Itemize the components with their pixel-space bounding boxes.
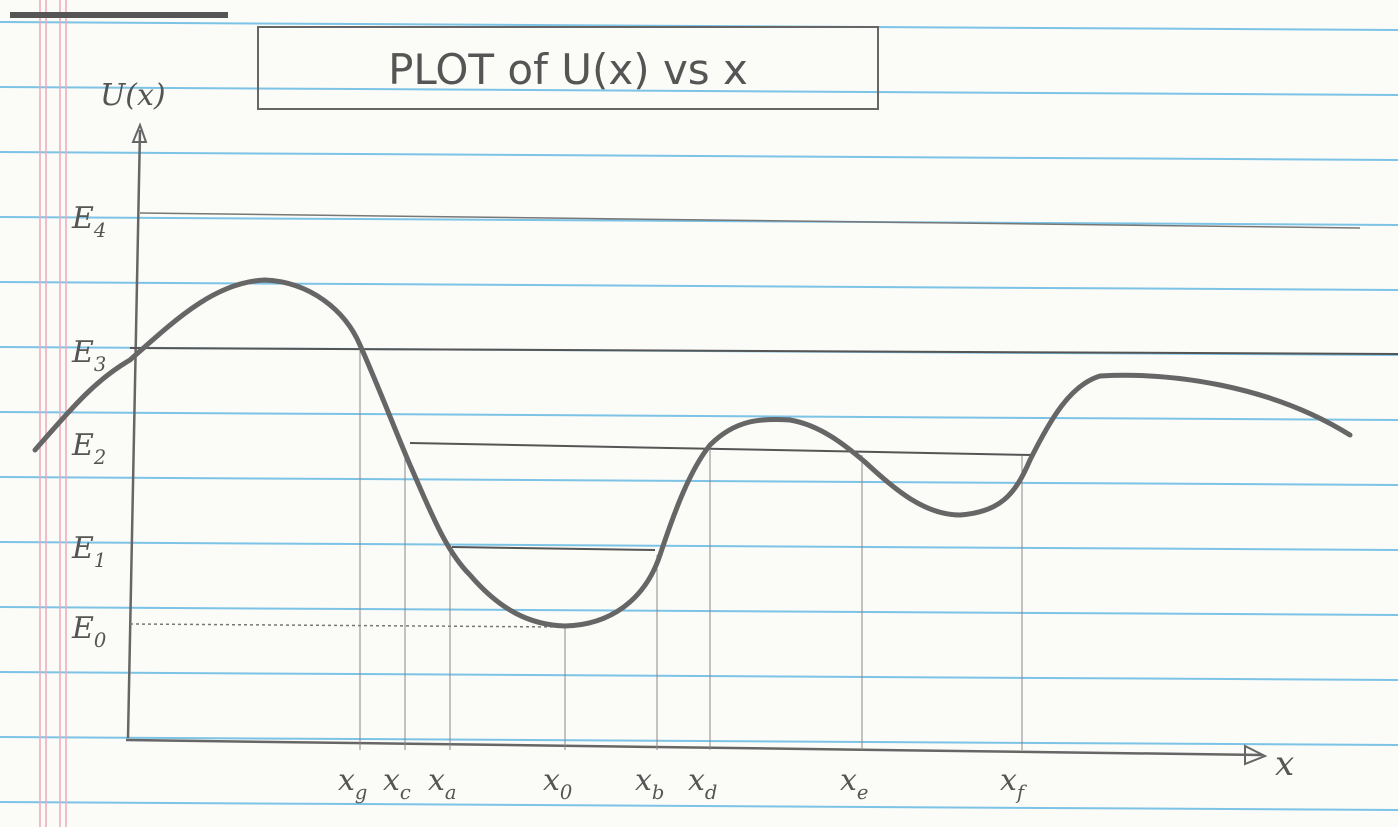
x-label: x0 — [543, 763, 572, 804]
rule-line — [0, 672, 1398, 680]
energy-line — [410, 443, 1032, 455]
x-label-base: x — [543, 763, 560, 798]
x-label-base: x — [1000, 763, 1017, 798]
x-label-sub: c — [400, 781, 411, 804]
rule-line — [0, 412, 1398, 420]
energy-label-sub: 4 — [93, 219, 106, 242]
energy-line — [452, 547, 655, 550]
page: PLOT of U(x) vs x U(x) x E4E3E2E1E0xgxcx… — [0, 0, 1398, 827]
energy-label: E2 — [71, 428, 106, 469]
energy-label: E3 — [71, 335, 106, 376]
x-label-base: x — [840, 763, 857, 798]
x-label: xa — [428, 763, 457, 804]
energy-label-base: E — [71, 428, 94, 463]
rule-line — [0, 152, 1398, 160]
x-label-sub: d — [705, 781, 717, 804]
energy-label-sub: 3 — [94, 353, 106, 376]
x-label: xc — [383, 763, 411, 804]
rule-line — [0, 802, 1398, 810]
notebook-sketch: PLOT of U(x) vs x U(x) x E4E3E2E1E0xgxcx… — [0, 0, 1398, 827]
energy-label-sub: 0 — [94, 629, 106, 652]
rule-line — [0, 542, 1398, 550]
y-axis — [128, 130, 140, 738]
energy-label-base: E — [71, 335, 94, 370]
x-label: xd — [688, 763, 717, 804]
title: PLOT of U(x) vs x — [388, 45, 748, 94]
energy-line — [130, 624, 565, 627]
rule-line — [0, 282, 1398, 290]
y-axis-label: U(x) — [100, 78, 166, 113]
energy-label-base: E — [71, 611, 94, 646]
x-label-sub: g — [355, 781, 367, 804]
energy-label: E0 — [71, 611, 106, 652]
x-label-base: x — [635, 763, 652, 798]
x-label-sub: e — [857, 781, 869, 804]
x-label-base: x — [338, 763, 355, 798]
potential-curve — [35, 280, 1350, 626]
x-label: xg — [338, 763, 367, 804]
x-label-sub: b — [652, 781, 664, 804]
energy-label-base: E — [71, 201, 94, 236]
x-label: xf — [1000, 763, 1028, 804]
energy-label-sub: 1 — [94, 549, 106, 572]
x-label-base: x — [383, 763, 400, 798]
drop-lines — [360, 348, 1022, 750]
rule-line — [0, 477, 1398, 485]
x-label-base: x — [428, 763, 445, 798]
x-axis-label: x — [1275, 744, 1294, 784]
energy-line — [130, 348, 1398, 354]
energy-label: E4 — [71, 201, 106, 242]
x-label: xb — [635, 763, 664, 804]
energy-line — [140, 213, 1360, 228]
x-label-sub: 0 — [560, 781, 572, 804]
x-label: xe — [840, 763, 868, 804]
energy-label: E1 — [71, 531, 106, 572]
x-label-sub: a — [445, 781, 457, 804]
x-label-sub: f — [1015, 781, 1028, 804]
energy-label-base: E — [71, 531, 94, 566]
x-label-base: x — [688, 763, 705, 798]
rule-line — [0, 607, 1398, 615]
energy-label-sub: 2 — [93, 446, 106, 469]
ruled-paper — [0, 0, 1398, 827]
rule-line — [0, 217, 1398, 225]
